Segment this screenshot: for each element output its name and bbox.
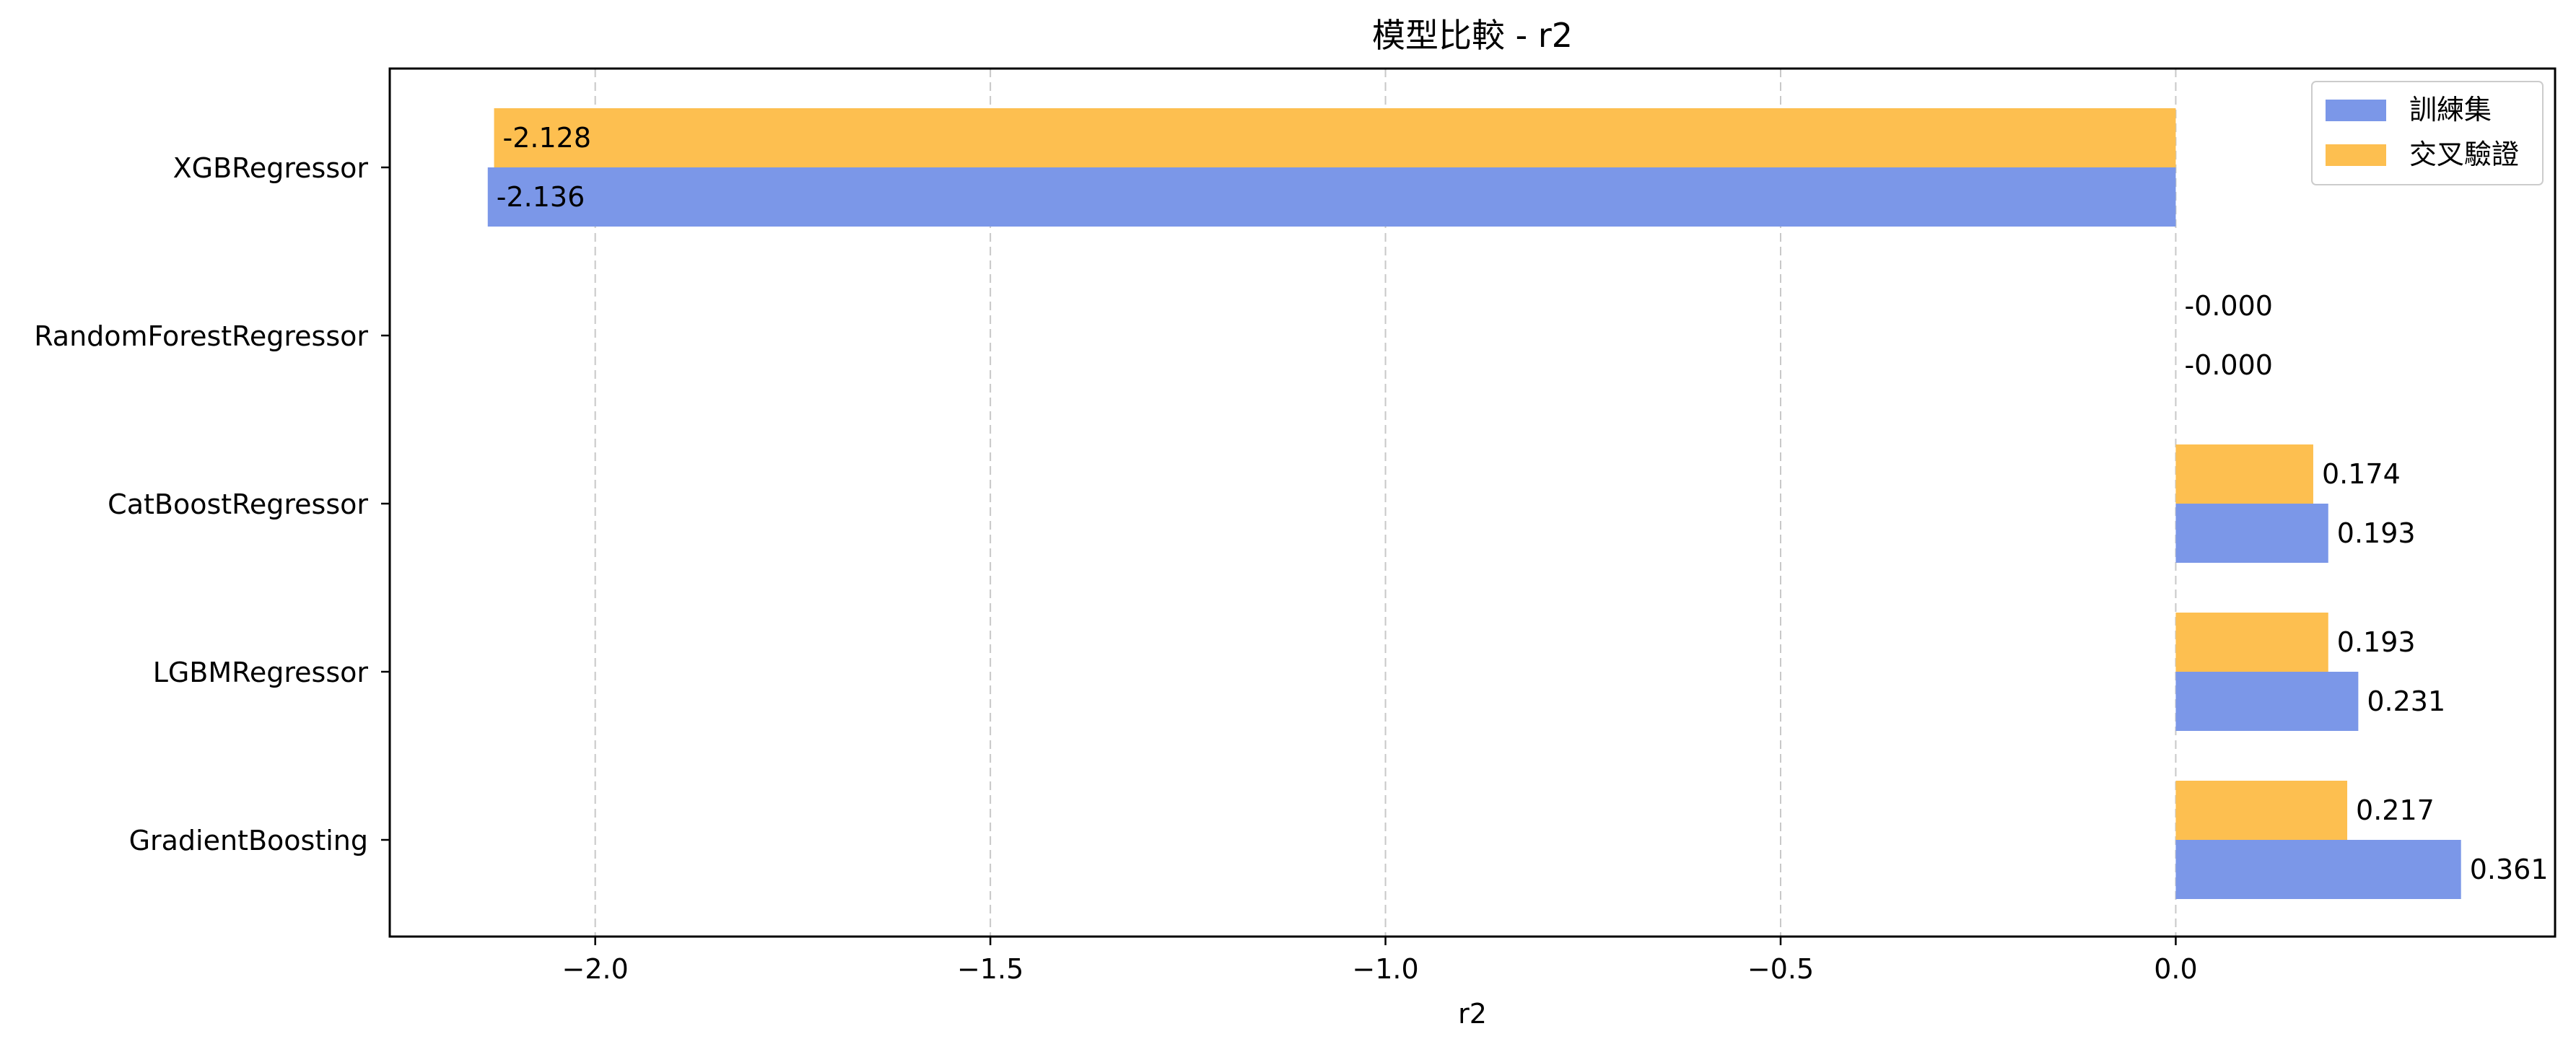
- legend-swatch-cv: [2326, 144, 2386, 166]
- y-tick-label: CatBoostRegressor: [108, 488, 368, 520]
- bar-train: [2175, 840, 2461, 899]
- legend: 訓練集 交叉驗證: [2311, 81, 2544, 185]
- bar-cv: [494, 108, 2176, 167]
- x-tick-label: −0.5: [1747, 953, 1814, 985]
- legend-swatch-train: [2326, 100, 2386, 121]
- data-label-train: -0.000: [2184, 349, 2273, 381]
- y-tick-label: XGBRegressor: [173, 152, 369, 184]
- bar-cv: [2175, 444, 2313, 504]
- legend-label-train: 訓練集: [2409, 94, 2492, 126]
- x-axis-label: r2: [1458, 998, 1487, 1030]
- data-label-cv: -0.000: [2184, 290, 2273, 322]
- bar-train: [2175, 672, 2359, 731]
- x-tick-label: 0.0: [2154, 953, 2197, 985]
- data-label-train: 0.231: [2367, 685, 2445, 717]
- bar-train: [487, 167, 2176, 227]
- data-label-cv: 0.193: [2337, 626, 2416, 658]
- y-tick-label: RandomForestRegressor: [34, 320, 368, 352]
- bar-train: [2175, 504, 2328, 563]
- data-labels-layer: -2.136 -0.000 0.193 0.231 0.361 -2.128 -0.000 0…: [497, 122, 2549, 885]
- x-tick-label: −2.0: [562, 953, 629, 985]
- y-tick-label: GradientBoosting: [129, 825, 368, 856]
- chart-title: 模型比較 - r2: [1372, 16, 1573, 55]
- data-label-train: 0.361: [2470, 854, 2549, 885]
- data-label-cv: 0.217: [2356, 794, 2435, 826]
- data-label-train: 0.193: [2337, 517, 2416, 549]
- legend-label-cv: 交叉驗證: [2409, 139, 2519, 170]
- bar-cv: [2175, 781, 2348, 840]
- x-tick-label: −1.0: [1352, 953, 1418, 985]
- bar-cv: [2175, 613, 2328, 672]
- plot-frame: [388, 67, 2557, 938]
- data-label-cv: -2.128: [503, 122, 592, 154]
- data-label-train: -2.136: [497, 181, 585, 213]
- axis-layer: −2.0 −1.5 −1.0 −0.5 0.0 XGBRegressor RandomFor…: [34, 152, 2197, 985]
- y-tick-label: LGBMRegressor: [153, 657, 369, 688]
- bars-layer: [487, 108, 2461, 899]
- data-label-cv: 0.174: [2322, 458, 2401, 490]
- x-tick-label: −1.5: [957, 953, 1023, 985]
